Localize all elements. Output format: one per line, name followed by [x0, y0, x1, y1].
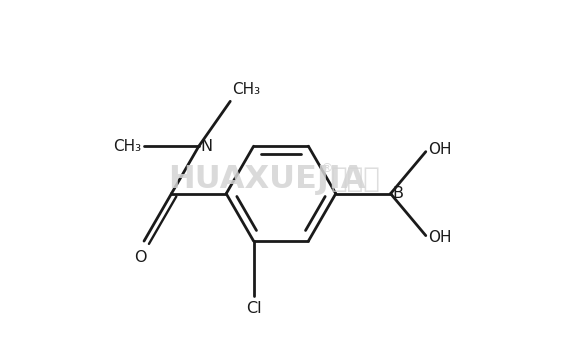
Text: Cl: Cl	[246, 301, 261, 316]
Text: OH: OH	[429, 143, 452, 157]
Text: 化学加: 化学加	[330, 165, 380, 194]
Text: HUAXUEJIA: HUAXUEJIA	[168, 164, 365, 195]
Text: CH₃: CH₃	[113, 139, 141, 154]
Text: N: N	[201, 139, 212, 154]
Text: O: O	[134, 250, 147, 265]
Text: B: B	[392, 186, 404, 201]
Text: ®: ®	[320, 162, 332, 176]
Text: OH: OH	[429, 230, 452, 245]
Text: CH₃: CH₃	[232, 82, 260, 97]
